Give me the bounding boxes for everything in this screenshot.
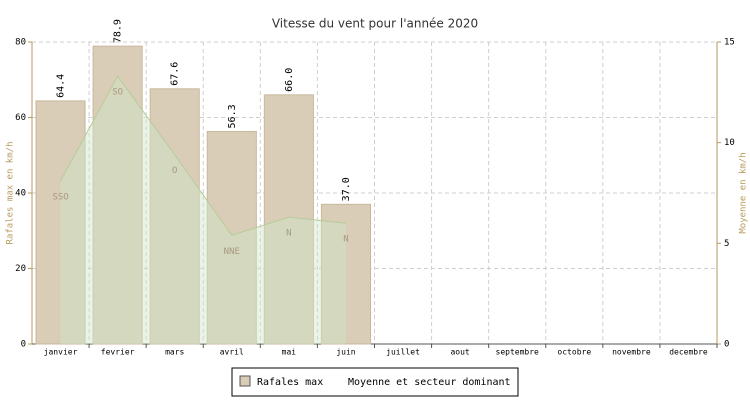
y2-tick-label: 0 (724, 340, 729, 350)
direction-label: NNE (224, 247, 240, 257)
x-tick-label: octobre (557, 348, 591, 357)
value-label: 66.0 (284, 68, 295, 92)
legend-label: Rafales max (257, 377, 323, 388)
y-tick-label: 60 (15, 113, 26, 123)
legend-box (231, 367, 519, 397)
y-tick-label: 40 (15, 189, 26, 199)
direction-label: O (172, 166, 177, 176)
value-label: 37.0 (341, 177, 352, 201)
y-tick-label: 20 (15, 264, 26, 274)
bar (149, 88, 200, 345)
x-tick-label: novembre (612, 348, 651, 357)
direction-label: SSO (52, 192, 68, 202)
area-line (60, 75, 347, 236)
x-tick-label: aout (450, 348, 469, 357)
y2-axis-label: Moyenne en km/h (739, 152, 749, 233)
legend-swatch (239, 375, 251, 387)
bar (320, 203, 372, 345)
value-label: 64.4 (56, 74, 67, 98)
y-axis-label: Rafales max en km/h (6, 142, 16, 245)
area-fill (60, 76, 346, 344)
direction-label: N (343, 235, 348, 245)
y2-tick-label: 10 (724, 138, 735, 148)
x-tick-label: janvier (44, 348, 78, 357)
x-tick-label: fevrier (101, 348, 135, 357)
x-tick-label: mars (165, 348, 184, 357)
y2-tick-label: 15 (724, 38, 735, 48)
x-tick-label: septembre (496, 348, 540, 357)
bar (206, 130, 257, 345)
bar (263, 94, 314, 345)
x-tick-label: avril (220, 348, 244, 357)
x-tick-label: juillet (386, 348, 420, 357)
value-label: 78.9 (113, 19, 124, 43)
bar (35, 100, 86, 345)
direction-label: N (286, 229, 291, 239)
x-tick-label: mai (282, 348, 297, 357)
bar (92, 45, 143, 345)
y-tick-label: 80 (15, 38, 26, 48)
value-label: 67.6 (170, 62, 181, 86)
x-tick-label: juin (336, 348, 355, 357)
x-tick-label: decembre (669, 348, 708, 357)
legend-label: Moyenne et secteur dominant (348, 377, 511, 388)
y2-tick-label: 5 (724, 239, 729, 249)
y-tick-label: 0 (21, 340, 26, 350)
direction-label: SO (112, 88, 123, 98)
value-label: 56.3 (227, 104, 238, 128)
chart-title: Vitesse du vent pour l'année 2020 (272, 17, 478, 31)
